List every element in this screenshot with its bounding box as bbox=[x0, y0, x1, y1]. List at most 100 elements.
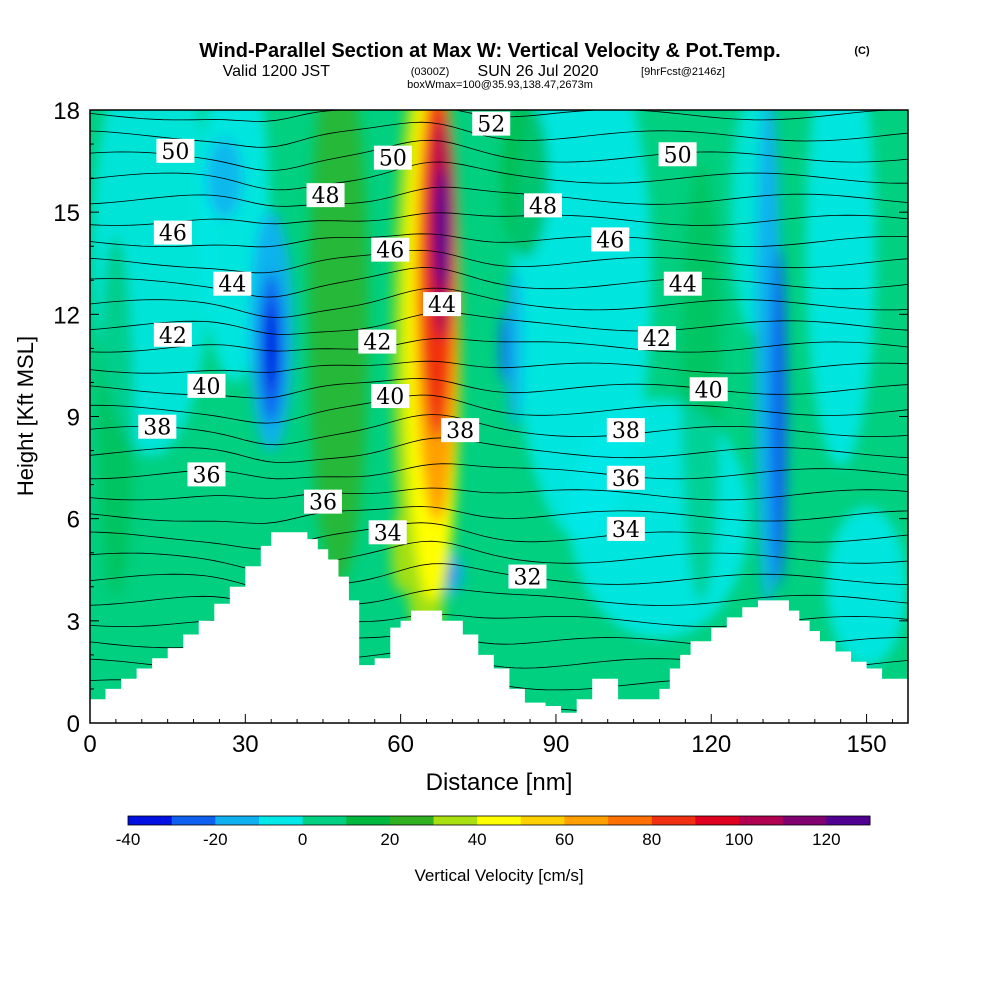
theta-contour-value: 36 bbox=[309, 491, 337, 516]
colorbar-swatch bbox=[520, 816, 565, 825]
colorbar-tick-label: 0 bbox=[298, 830, 307, 849]
theta-contour-value: 40 bbox=[192, 375, 220, 400]
colorbar-swatch bbox=[171, 816, 216, 825]
theta-contour-label: 44 bbox=[213, 271, 252, 298]
theta-contour-label: 46 bbox=[153, 220, 192, 247]
theta-contour bbox=[90, 394, 908, 424]
theta-contour bbox=[90, 121, 908, 148]
theta-contour bbox=[90, 563, 908, 591]
colorbar-tick-label: -40 bbox=[116, 830, 141, 849]
vertical-velocity-field bbox=[90, 110, 908, 723]
colorbar-swatch bbox=[477, 816, 522, 825]
x-tick-label: 150 bbox=[847, 731, 887, 758]
theta-contour-label: 38 bbox=[441, 418, 480, 444]
theta-contour bbox=[90, 463, 908, 480]
theta-contour-value: 44 bbox=[669, 273, 697, 298]
theta-contour-label: 50 bbox=[658, 142, 697, 168]
theta-contour-value: 50 bbox=[379, 147, 407, 172]
velocity-cell bbox=[826, 506, 907, 667]
theta-contour-value: 38 bbox=[612, 419, 640, 444]
theta-contour-label: 52 bbox=[472, 111, 511, 138]
colorbar: -40 -20 0 20 40 60 80 100 120 bbox=[116, 815, 871, 849]
colorbar-tick-label: 20 bbox=[380, 830, 399, 849]
y-tick-label: 0 bbox=[67, 711, 80, 738]
theta-contour-value: 34 bbox=[374, 521, 402, 546]
forecast-tag: [9hrFcst@2146z] bbox=[641, 66, 725, 78]
theta-contour-label: 36 bbox=[606, 465, 645, 492]
box-info: boxWmax=100@35.93,138.47,2673m bbox=[407, 79, 593, 91]
colorbar-tick-label: 40 bbox=[468, 830, 487, 849]
theta-contour bbox=[90, 249, 908, 274]
x-tick-label: 120 bbox=[691, 731, 731, 758]
theta-contour bbox=[90, 233, 908, 248]
velocity-cell bbox=[97, 236, 134, 597]
theta-contour-value: 40 bbox=[695, 378, 723, 403]
theta-contour bbox=[90, 437, 908, 463]
terrain bbox=[90, 532, 908, 723]
theta-contour-value: 36 bbox=[612, 467, 640, 492]
colorbar-swatch bbox=[695, 816, 740, 825]
theta-contour-value: 46 bbox=[376, 239, 404, 264]
theta-contour bbox=[90, 377, 908, 399]
chart-title: Wind-Parallel Section at Max W: Vertical… bbox=[199, 40, 870, 62]
velocity-cell bbox=[506, 268, 523, 429]
theta-contour-label: 40 bbox=[187, 373, 226, 400]
theta-contour bbox=[90, 522, 908, 550]
theta-contour-label: 46 bbox=[591, 227, 630, 253]
theta-contour-value: 36 bbox=[192, 463, 220, 488]
colorbar-swatch bbox=[258, 816, 304, 825]
colorbar-tick-label: 60 bbox=[555, 830, 574, 849]
theta-contour-value: 50 bbox=[664, 143, 692, 168]
velocity-cell bbox=[770, 246, 787, 587]
colorbar-swatch bbox=[651, 816, 696, 825]
y-tick-label: 12 bbox=[53, 302, 80, 329]
velocity-cell bbox=[308, 110, 369, 585]
theta-contour-value: 44 bbox=[218, 273, 246, 298]
colorbar-swatch bbox=[739, 816, 784, 825]
colorbar-swatch bbox=[608, 816, 653, 825]
theta-contour-label: 46 bbox=[371, 237, 410, 264]
theta-contour-label: 32 bbox=[508, 564, 547, 591]
x-tick-label: 0 bbox=[83, 731, 96, 758]
theta-contour-value: 46 bbox=[596, 228, 624, 253]
theta-contour-value: 50 bbox=[161, 140, 189, 165]
theta-contour-label: 48 bbox=[524, 193, 563, 219]
theta-contour-label: 44 bbox=[423, 292, 462, 318]
theta-contour bbox=[90, 311, 908, 335]
x-tick-label: 30 bbox=[232, 731, 259, 758]
colorbar-tick-label: -20 bbox=[203, 830, 228, 849]
y-tick-label: 6 bbox=[67, 507, 80, 534]
velocity-cell bbox=[265, 303, 278, 394]
valid-prefix: Valid 1200 JST bbox=[223, 63, 331, 80]
theta-contour bbox=[90, 212, 908, 226]
theta-contour-value: 34 bbox=[612, 518, 640, 543]
theta-contour-label: 36 bbox=[303, 489, 342, 516]
velocity-cell bbox=[500, 110, 549, 259]
x-tick-label: 60 bbox=[387, 731, 414, 758]
theta-contour-label: 38 bbox=[606, 418, 645, 444]
theta-contour-label: 34 bbox=[368, 520, 407, 546]
theta-contour-value: 46 bbox=[159, 222, 187, 247]
colorbar-swatch bbox=[215, 816, 260, 825]
title-copyright: (C) bbox=[854, 45, 870, 57]
velocity-cell bbox=[435, 169, 450, 290]
theta-contour bbox=[90, 360, 908, 374]
theta-contour-value: 48 bbox=[312, 184, 340, 209]
velocity-cell bbox=[500, 313, 509, 384]
theta-contour-value: 42 bbox=[159, 324, 187, 349]
colorbar-swatch bbox=[302, 816, 347, 825]
theta-contour-label: 44 bbox=[663, 271, 702, 298]
theta-contour bbox=[90, 337, 908, 353]
x-tick-label: 90 bbox=[543, 731, 570, 758]
theta-contour-value: 42 bbox=[643, 327, 671, 352]
theta-contour-label: 50 bbox=[156, 138, 195, 165]
theta-contour bbox=[90, 287, 908, 318]
theta-contour-value: 38 bbox=[446, 419, 474, 444]
theta-contour bbox=[90, 139, 908, 171]
colorbar-tick-label: 120 bbox=[812, 830, 840, 849]
valid-date: SUN 26 Jul 2020 bbox=[478, 63, 599, 80]
colorbar-tick-label: 80 bbox=[642, 830, 661, 849]
x-axis-label: Distance [nm] bbox=[426, 769, 573, 796]
